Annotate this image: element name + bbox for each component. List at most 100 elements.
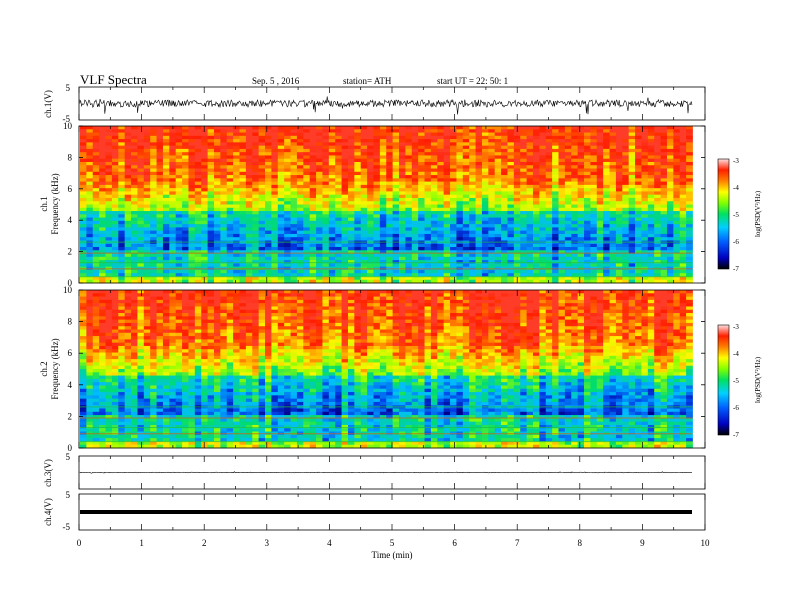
ch1-spectrogram-cell: [354, 207, 362, 212]
ch1-spectrogram-cell: [405, 201, 413, 205]
ch1-spectrogram-cell: [590, 276, 598, 281]
ch1-spectrogram-cell: [252, 201, 260, 205]
ch1-spectrogram-cell: [399, 260, 406, 264]
ch1-spectrogram-cell: [258, 207, 266, 212]
ch1-spectrogram-cell: [450, 135, 457, 140]
ch1-spectrogram-cell: [558, 214, 566, 218]
ch1-spectrogram-cell: [513, 260, 521, 264]
ch1-spectrogram-cell: [469, 256, 476, 261]
ch1-spectrogram-cell: [162, 152, 170, 156]
ch1-spectrogram-cell: [424, 217, 432, 222]
ch1-spectrogram-cell: [239, 129, 247, 133]
ch1-spectrogram-cell: [265, 191, 272, 196]
ch1-spectrogram-cell: [615, 161, 623, 166]
ch1-spectrogram-cell: [430, 220, 438, 225]
ch1-spectrogram-cell: [86, 273, 94, 277]
ch1-spectrogram-cell: [609, 217, 617, 222]
ch1-spectrogram-cell: [418, 135, 425, 140]
ch1-spectrogram-cell: [456, 191, 464, 196]
ch1-spectrogram-cell: [341, 194, 349, 199]
ch1-spectrogram-cell: [679, 132, 687, 137]
ch1-spectrogram-cell: [245, 247, 253, 251]
ch1-spectrogram-cell: [245, 142, 253, 147]
ch1-spectrogram-cell: [392, 227, 400, 232]
ch1-spectrogram-cell: [552, 181, 559, 186]
ch1-spectrogram-cell: [411, 207, 419, 212]
ch1-spectrogram-cell: [481, 273, 489, 277]
ch1-spectrogram-cell: [213, 204, 221, 209]
ch1-spectrogram-cell: [207, 269, 215, 274]
ch1-spectrogram-cell: [373, 165, 381, 169]
ch2-spectrogram-cell: [328, 296, 336, 301]
ch1-spectrogram-cell: [226, 260, 234, 264]
ch1-spectrogram-cell: [379, 227, 387, 232]
ch1-spectrogram-cell: [296, 175, 304, 179]
ch1-spectrogram-cell: [105, 155, 113, 160]
ch1-spectrogram-cell: [252, 217, 260, 222]
ch1-spectrogram-cell: [201, 197, 208, 202]
ch1-spectrogram-cell: [360, 126, 368, 130]
ch1-spectrogram-cell: [481, 276, 489, 281]
ch1-spectrogram-cell: [635, 237, 642, 241]
ch1-spectrogram-cell: [86, 224, 94, 228]
ch2-spectrogram-cell: [137, 290, 145, 294]
ch1-spectrogram-cell: [488, 152, 496, 156]
ch2-spectrogram-cell: [615, 293, 623, 297]
ch1-spectrogram-cell: [379, 171, 387, 176]
ch1-spectrogram-cell: [239, 168, 247, 173]
ch1-spectrogram-cell: [92, 201, 100, 205]
ch1-spectrogram-cell: [373, 243, 381, 248]
ch1-spectrogram-cell: [105, 224, 113, 228]
ch1-spectrogram-cell: [124, 230, 132, 235]
ch1-spectrogram-cell: [169, 158, 177, 163]
ch1-spectrogram-cell: [386, 204, 394, 209]
ch1-spectrogram-cell: [124, 253, 132, 258]
ch1-spectrogram-cell: [520, 175, 527, 179]
ch1-spectrogram-cell: [386, 165, 394, 169]
ch1-spectrogram-cell: [99, 250, 106, 254]
ch2-spectrogram-cell: [571, 296, 579, 301]
ch1-spectrogram-cell: [532, 129, 540, 133]
ch1-spectrogram-cell: [558, 269, 566, 274]
ch1-spectrogram-cell: [501, 194, 508, 199]
ch1-spectrogram-cell: [564, 142, 572, 147]
ch1-spectrogram-cell: [265, 158, 272, 163]
ch1-spectrogram-cell: [316, 260, 323, 264]
ch1-spectrogram-cell: [552, 155, 559, 160]
ch1-spectrogram-cell: [513, 175, 521, 179]
ch1-spectrogram-cell: [558, 279, 566, 284]
ch1-spectrogram-cell: [201, 220, 208, 225]
ch1-spectrogram-cell: [303, 148, 311, 153]
ch1-spectrogram-cell: [379, 155, 387, 160]
ch1-spectrogram-cell: [341, 269, 349, 274]
ch1-spectrogram-cell: [456, 273, 464, 277]
ch1-spectrogram-cell: [265, 220, 272, 225]
ch2-spectrogram-cell: [226, 296, 234, 301]
ch1-spectrogram-cell: [475, 201, 483, 205]
ch1-spectrogram-cell: [628, 224, 636, 228]
ch1-spectrogram-cell: [258, 220, 266, 225]
ch1-spectrogram-cell: [162, 243, 170, 248]
ch1-spectrogram-cell: [686, 260, 693, 264]
ch1-spectrogram-cell: [271, 129, 279, 133]
ch1-spectrogram-cell: [392, 214, 400, 218]
ch1-spectrogram-cell: [143, 126, 151, 130]
ch1-spectrogram-cell: [335, 194, 342, 199]
ch1-spectrogram-cell: [647, 230, 655, 235]
ch1-spectrogram-cell: [399, 178, 406, 182]
ch1-spectrogram-cell: [143, 145, 151, 150]
ch1-spectrogram-cell: [443, 142, 451, 147]
ch1-spectrogram-cell: [647, 175, 655, 179]
ch1-spectrogram-cell: [615, 263, 623, 268]
ch1-spectrogram-cell: [137, 184, 145, 189]
ch1-spectrogram-cell: [150, 126, 157, 130]
ch1-spectrogram-cell: [584, 201, 591, 205]
ch1-spectrogram-cell: [494, 227, 502, 232]
ch1-spectrogram-cell: [265, 237, 272, 241]
ch1-spectrogram-cell: [564, 227, 572, 232]
ch1-spectrogram-cell: [379, 184, 387, 189]
ch1-spectrogram-cell: [545, 243, 553, 248]
ch1-spectrogram-cell: [564, 207, 572, 212]
ch1-spectrogram-cell: [532, 184, 540, 189]
ch1-spectrogram-cell: [641, 250, 649, 254]
